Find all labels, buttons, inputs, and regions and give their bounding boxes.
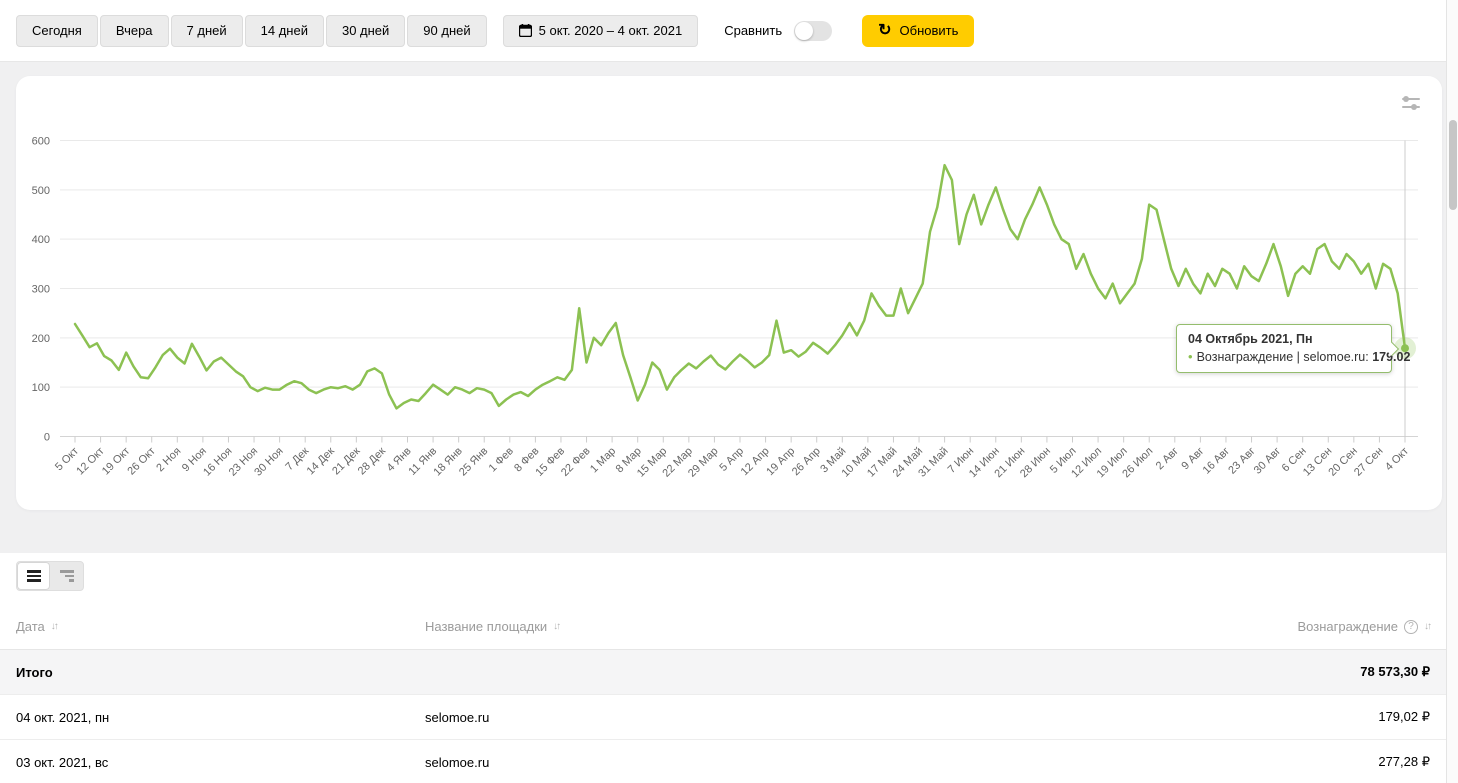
reward-column-label: Вознаграждение (1297, 619, 1398, 634)
svg-text:30 Авг: 30 Авг (1252, 445, 1283, 476)
vertical-scrollbar (1446, 0, 1458, 783)
cell-date: 03 окт. 2021, вс (16, 754, 109, 770)
svg-text:21 Дек: 21 Дек (330, 445, 362, 477)
column-header-reward[interactable]: Вознаграждение ? ↓↑ (1110, 619, 1432, 634)
tree-view-button[interactable] (50, 562, 83, 590)
tooltip-series-line: • Вознаграждение | selomoe.ru: 179.02 (1188, 349, 1410, 364)
compare-label: Сравнить (724, 23, 783, 38)
refresh-icon: ↻ (878, 21, 892, 39)
svg-text:23 Авг: 23 Авг (1226, 445, 1257, 476)
svg-text:1 Фев: 1 Фев (487, 445, 516, 474)
chart-tooltip: 04 Октябрь 2021, Пн • Вознаграждение | se… (1176, 324, 1410, 373)
svg-text:400: 400 (32, 234, 50, 246)
flat-list-view-button[interactable] (17, 562, 50, 590)
svg-text:4 Окт: 4 Окт (1383, 445, 1411, 473)
sort-icon: ↓↑ (553, 621, 561, 632)
tree-view-icon (59, 570, 74, 582)
svg-text:500: 500 (32, 185, 50, 197)
cell-site: selomoe.ru (425, 709, 490, 725)
svg-text:25 Янв: 25 Янв (457, 445, 490, 478)
date-range-label: 5 окт. 2020 – 4 окт. 2021 (538, 23, 683, 38)
cell-value: 277,28 ₽ (1378, 754, 1430, 769)
revenue-chart-card: 0 100 200 300 400 500 600 5 Окт 12 Окт 19 Окт 26 О… (16, 76, 1442, 510)
svg-text:0: 0 (44, 432, 50, 444)
help-icon: ? (1404, 619, 1418, 634)
svg-text:2 Авг: 2 Авг (1154, 445, 1181, 472)
preset-14days-button[interactable]: 14 дней (244, 14, 324, 47)
svg-text:100: 100 (32, 382, 50, 394)
cell-site: selomoe.ru (425, 754, 490, 770)
tooltip-value: 179.02 (1372, 350, 1411, 364)
svg-text:200: 200 (32, 333, 50, 345)
svg-text:22 Фев: 22 Фев (559, 445, 593, 479)
toggle-knob (795, 21, 814, 40)
table-view-toggle (16, 561, 84, 591)
total-label: Итого (16, 664, 53, 680)
svg-text:12 Окт: 12 Окт (74, 445, 106, 477)
cell-value: 179,02 ₽ (1378, 709, 1430, 724)
svg-text:14 Дек: 14 Дек (305, 445, 337, 477)
svg-text:30 Ноя: 30 Ноя (252, 445, 285, 478)
svg-text:26 Апр: 26 Апр (790, 445, 823, 478)
column-header-site[interactable]: Название площадки ↓↑ (425, 619, 1110, 634)
svg-text:19 Окт: 19 Окт (100, 445, 132, 477)
tooltip-series-label: Вознаграждение | selomoe.ru: (1196, 350, 1369, 364)
date-column-label: Дата (16, 619, 45, 634)
preset-90days-button[interactable]: 90 дней (407, 14, 487, 47)
svg-text:1 Мар: 1 Мар (588, 445, 618, 475)
site-column-label: Название площадки (425, 619, 548, 634)
preset-30days-button[interactable]: 30 дней (325, 14, 406, 47)
total-value: 78 573,30 ₽ (1360, 664, 1430, 679)
svg-text:27 Сен: 27 Сен (1352, 445, 1386, 479)
svg-text:26 Окт: 26 Окт (125, 445, 157, 477)
report-table-section: Дата ↓↑ Название площадки ↓↑ Вознагражде… (0, 553, 1446, 783)
refresh-label: Обновить (899, 23, 959, 38)
compare-toggle[interactable] (794, 20, 833, 41)
preset-yesterday-button[interactable]: Вчера (99, 14, 169, 47)
cell-date: 04 окт. 2021, пн (16, 709, 110, 725)
table-header-row: Дата ↓↑ Название площадки ↓↑ Вознагражде… (0, 604, 1446, 650)
sort-icon: ↓↑ (50, 621, 59, 632)
preset-7days-button[interactable]: 7 дней (170, 14, 243, 47)
chart-settings-icon[interactable] (1402, 96, 1420, 110)
svg-text:16 Авг: 16 Авг (1201, 445, 1232, 476)
svg-text:2 Ноя: 2 Ноя (154, 445, 183, 474)
list-view-icon (26, 570, 41, 582)
svg-text:600: 600 (32, 136, 50, 148)
scrollbar-thumb[interactable] (1449, 120, 1457, 210)
sort-icon: ↓↑ (1424, 621, 1432, 632)
tooltip-date: 04 Октябрь 2021, Пн (1188, 332, 1313, 346)
svg-text:28 Дек: 28 Дек (356, 445, 388, 477)
series-bullet-icon: • (1188, 349, 1193, 364)
table-row: 04 окт. 2021, пн selomoe.ru 179,02 ₽ (0, 695, 1446, 740)
preset-today-button[interactable]: Сегодня (16, 14, 98, 47)
column-header-date[interactable]: Дата ↓↑ (16, 619, 425, 634)
date-range-picker-button[interactable]: 5 окт. 2020 – 4 окт. 2021 (502, 14, 699, 47)
table-row: 03 окт. 2021, вс selomoe.ru 277,28 ₽ (0, 740, 1446, 783)
date-filter-toolbar: Сегодня Вчера 7 дней 14 дней 30 дней 90 … (0, 0, 1446, 62)
refresh-button[interactable]: ↻ Обновить (862, 14, 975, 47)
date-preset-group: Сегодня Вчера 7 дней 14 дней 30 дней 90 … (16, 14, 487, 47)
table-total-row: Итого 78 573,30 ₽ (0, 650, 1446, 695)
calendar-icon (518, 24, 532, 38)
svg-text:300: 300 (32, 284, 50, 296)
